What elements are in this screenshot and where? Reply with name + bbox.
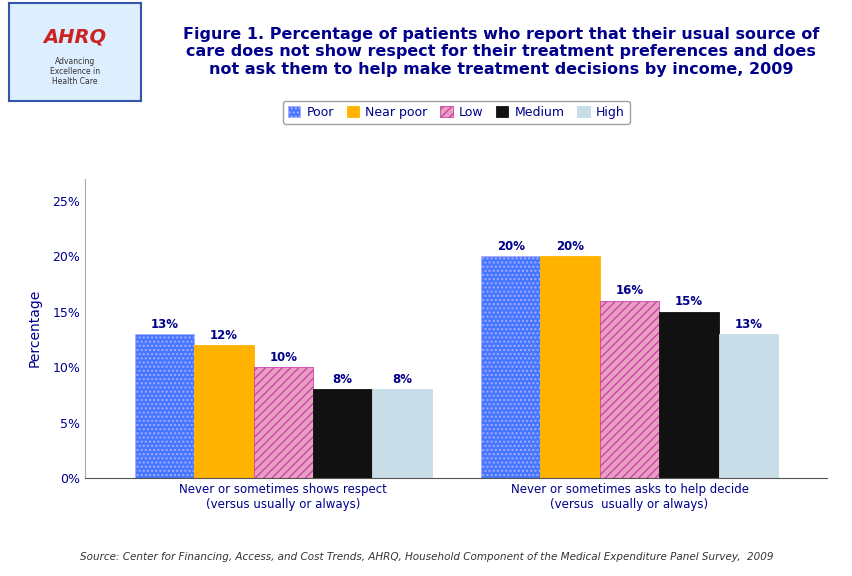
Bar	[371, 389, 431, 478]
Text: 13%: 13%	[150, 317, 178, 331]
Bar	[253, 367, 313, 478]
Bar	[717, 334, 777, 478]
Text: 10%: 10%	[269, 351, 296, 364]
Text: 8%: 8%	[332, 373, 352, 386]
Text: 15%: 15%	[674, 295, 702, 308]
Legend: Poor, Near poor, Low, Medium, High: Poor, Near poor, Low, Medium, High	[283, 101, 629, 124]
Bar	[599, 301, 659, 478]
Text: Source: Center for Financing, Access, and Cost Trends, AHRQ, Household Component: Source: Center for Financing, Access, an…	[79, 552, 773, 562]
Text: 8%: 8%	[391, 373, 412, 386]
Bar	[313, 389, 371, 478]
Text: Figure 1. Percentage of patients who report that their usual source of
care does: Figure 1. Percentage of patients who rep…	[182, 27, 819, 77]
Bar	[540, 256, 599, 478]
Bar	[659, 312, 717, 478]
Bar	[481, 256, 540, 478]
Text: 16%: 16%	[615, 285, 642, 297]
Text: 13%: 13%	[734, 317, 762, 331]
Text: 20%: 20%	[496, 240, 524, 253]
Text: 12%: 12%	[210, 329, 238, 342]
Text: AHRQ: AHRQ	[43, 28, 106, 47]
Text: 20%: 20%	[556, 240, 584, 253]
Bar	[194, 345, 253, 478]
Text: Advancing
Excellence in
Health Care: Advancing Excellence in Health Care	[49, 56, 100, 86]
Bar	[135, 334, 194, 478]
Y-axis label: Percentage: Percentage	[27, 289, 42, 367]
